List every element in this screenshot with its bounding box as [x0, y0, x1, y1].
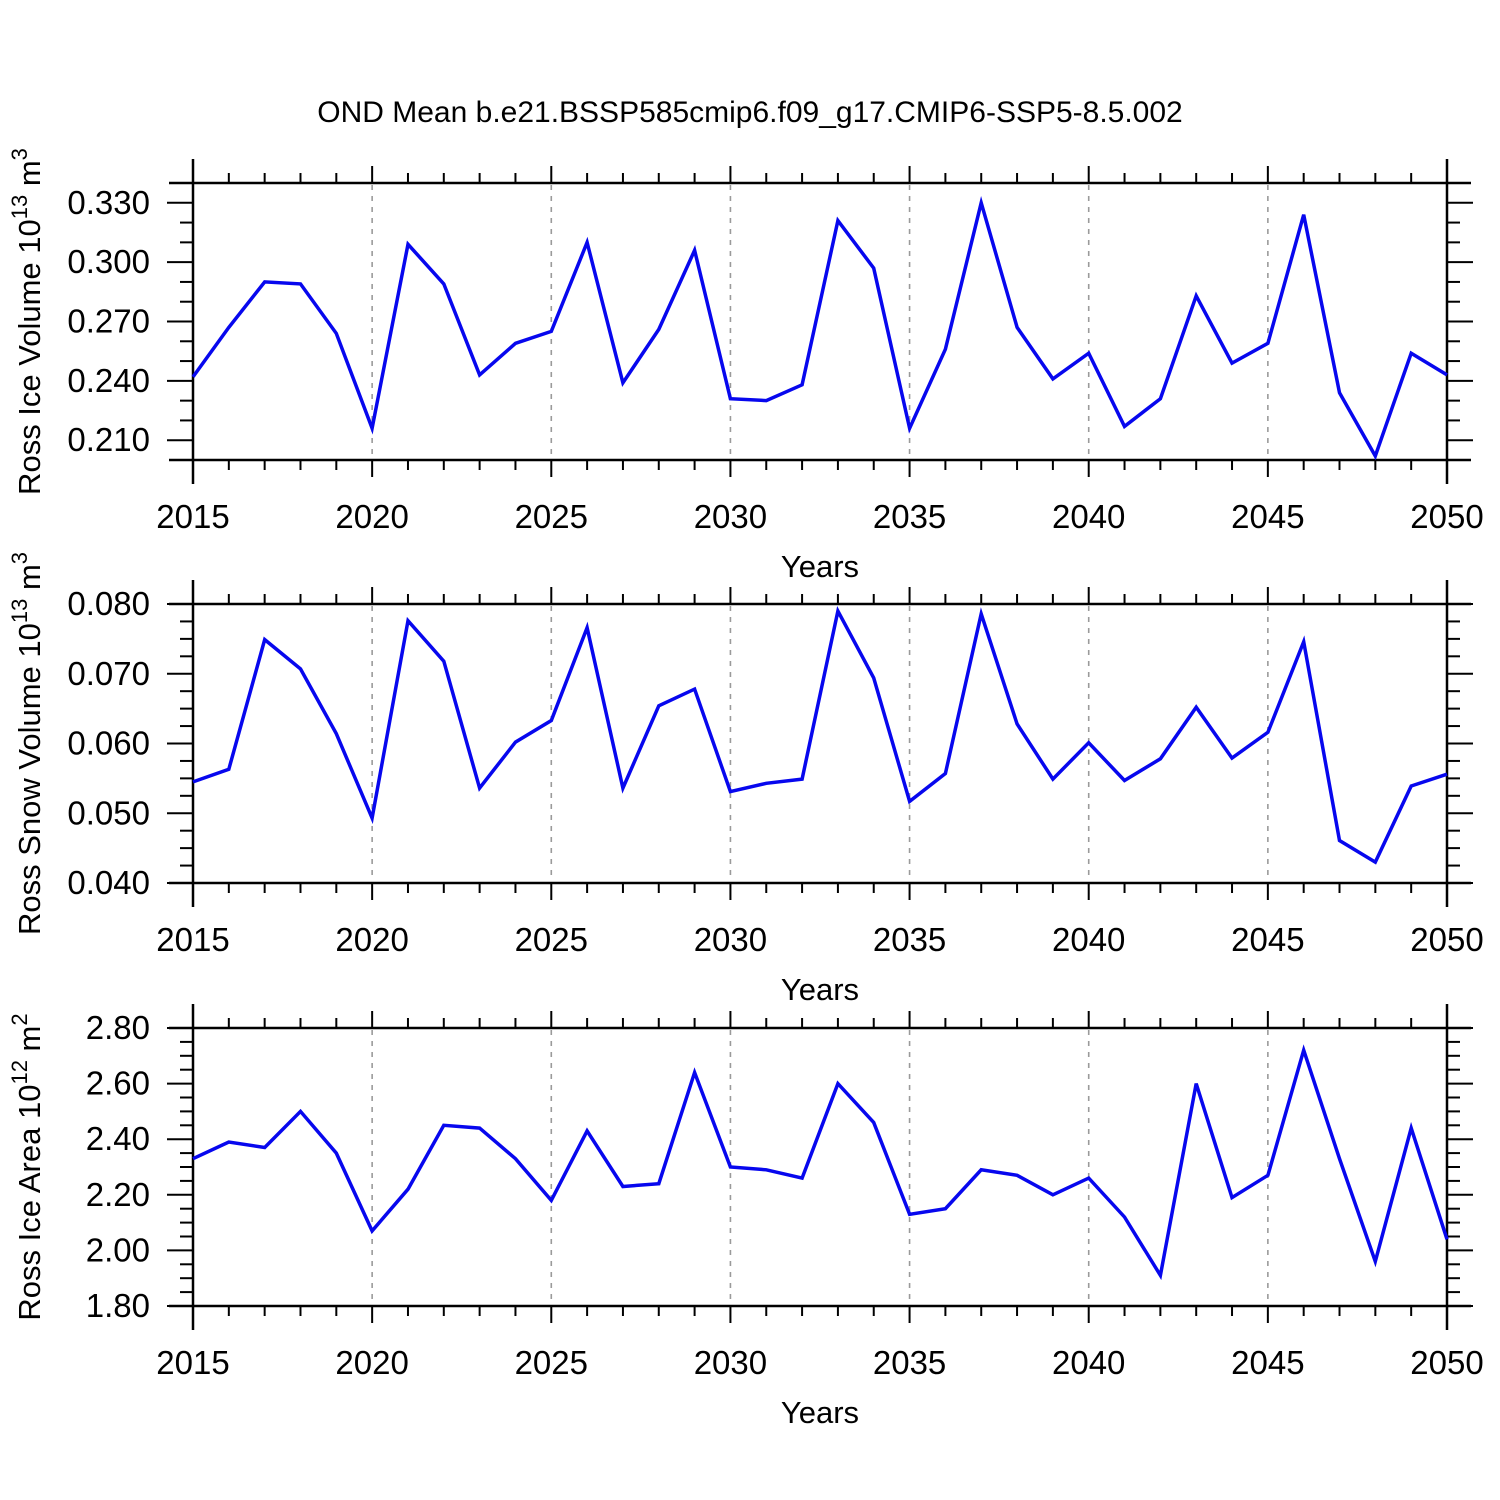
y-tick-label: 2.80: [86, 1009, 150, 1046]
x-tick-label: 2050: [1410, 921, 1483, 958]
ross-ice-area-line: [192, 1044, 1449, 1281]
y-tick-label: 2.20: [86, 1176, 150, 1213]
x-tick-label: 2025: [515, 921, 588, 958]
y-axis-title: Ross Snow Volume 1013 m3: [7, 552, 47, 935]
x-axis-title: Years: [781, 972, 859, 1007]
x-tick-label: 2040: [1052, 1344, 1125, 1381]
x-tick-label: 2035: [873, 921, 946, 958]
x-axis-title: Years: [781, 1395, 859, 1430]
chart-title: OND Mean b.e21.BSSP585cmip6.f09_g17.CMIP…: [317, 96, 1183, 129]
x-tick-label: 2035: [873, 1344, 946, 1381]
y-tick-label: 2.00: [86, 1231, 150, 1268]
x-tick-label: 2045: [1231, 498, 1304, 535]
y-tick-label: 0.300: [67, 243, 150, 280]
y-tick-label: 1.80: [86, 1287, 150, 1324]
y-tick-label: 0.240: [67, 362, 150, 399]
x-tick-label: 2040: [1052, 498, 1125, 535]
y-tick-label: 0.050: [67, 794, 150, 831]
x-tick-label: 2015: [156, 1344, 229, 1381]
y-tick-label: 0.080: [67, 585, 150, 622]
x-tick-label: 2030: [694, 498, 767, 535]
x-tick-label: 2025: [515, 1344, 588, 1381]
y-tick-label: 2.60: [86, 1065, 150, 1102]
y-tick-label: 0.270: [67, 303, 150, 340]
x-tick-label: 2015: [156, 498, 229, 535]
y-tick-label: 0.330: [67, 184, 150, 221]
y-tick-label: 0.040: [67, 864, 150, 901]
y-tick-label: 0.060: [67, 725, 150, 762]
ross-snow-volume-line: [192, 605, 1448, 865]
x-tick-label: 2045: [1231, 1344, 1304, 1381]
x-tick-label: 2025: [515, 498, 588, 535]
y-axis-title: Ross Ice Volume 1013 m3: [7, 148, 47, 495]
x-tick-label: 2030: [694, 1344, 767, 1381]
x-tick-label: 2020: [335, 921, 408, 958]
x-tick-label: 2050: [1410, 1344, 1483, 1381]
y-axis-title: Ross Ice Area 1012 m2: [7, 1013, 47, 1320]
y-tick-label: 0.070: [67, 655, 150, 692]
panel-ross-ice-volume: 0.210 0.240 0.270 0.300 0.330 2015 2020 2025 203…: [7, 148, 1484, 584]
x-axis-title: Years: [781, 549, 859, 584]
panel-ross-snow-volume: 0.040 0.050 0.060 0.070 0.080 2015 2020 2025 203…: [7, 552, 1484, 1007]
x-tick-label: 2020: [335, 1344, 408, 1381]
x-tick-label: 2020: [335, 498, 408, 535]
x-tick-label: 2015: [156, 921, 229, 958]
y-tick-label: 2.40: [86, 1120, 150, 1157]
x-tick-label: 2035: [873, 498, 946, 535]
x-tick-label: 2050: [1410, 498, 1483, 535]
y-tick-label: 0.210: [67, 421, 150, 458]
x-tick-label: 2045: [1231, 921, 1304, 958]
x-tick-label: 2040: [1052, 921, 1125, 958]
panel-ross-ice-area: 1.80 2.00 2.20 2.40 2.60 2.80 2015 2020 2025 2030…: [7, 1004, 1484, 1430]
ross-ice-volume-line: [191, 195, 1448, 461]
x-tick-label: 2030: [694, 921, 767, 958]
